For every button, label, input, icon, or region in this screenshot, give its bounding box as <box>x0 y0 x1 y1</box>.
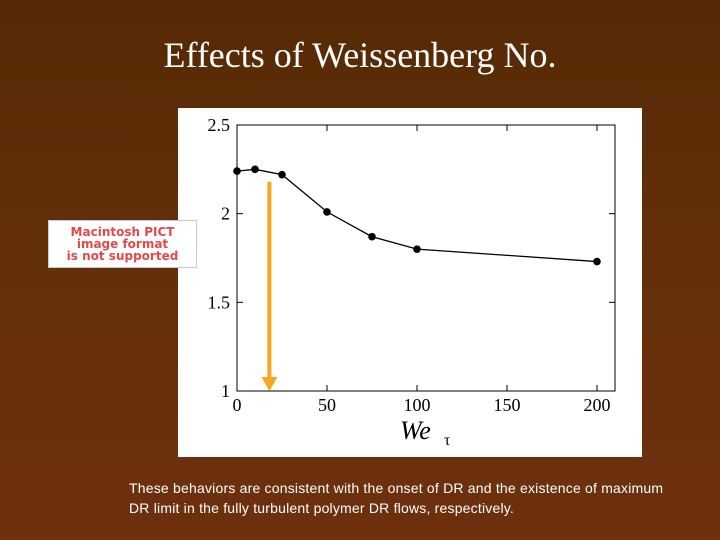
data-point <box>593 257 601 266</box>
data-point <box>368 232 376 241</box>
x-axis-label-subscript: τ <box>444 432 451 449</box>
data-point <box>251 165 259 174</box>
x-tick-label: 100 <box>404 395 431 415</box>
data-point <box>233 167 241 175</box>
placeholder-line: is not supported <box>66 249 179 263</box>
placeholder-line: image format <box>76 237 169 251</box>
slide-title: Effects of Weissenberg No. <box>163 35 557 75</box>
x-tick-label: 50 <box>318 395 336 415</box>
chart-panel: 0 50 100 150 200 1 1.5 2 2.5 We τ <box>178 108 642 457</box>
line-chart: 0 50 100 150 200 1 1.5 2 2.5 We τ <box>208 115 616 449</box>
y-tick-label: 1.5 <box>208 292 231 312</box>
y-tick-label: 2.5 <box>208 115 231 135</box>
data-point <box>278 170 286 179</box>
annotation-arrow-head <box>261 377 278 391</box>
x-tick-label: 150 <box>494 395 521 415</box>
x-tick-label: 0 <box>233 395 242 415</box>
x-tick-label: 200 <box>584 395 611 415</box>
unsupported-image-placeholder: Macintosh PICT image format is not suppo… <box>48 220 197 268</box>
plot-frame <box>236 124 616 392</box>
placeholder-line: Macintosh PICT <box>70 225 175 239</box>
y-tick-label: 1 <box>221 381 230 401</box>
x-axis-label: We <box>400 416 431 445</box>
y-tick-label: 2 <box>221 204 230 224</box>
caption-text: These behaviors are consistent with the … <box>129 480 664 516</box>
data-point <box>323 208 331 216</box>
data-point <box>413 245 421 253</box>
